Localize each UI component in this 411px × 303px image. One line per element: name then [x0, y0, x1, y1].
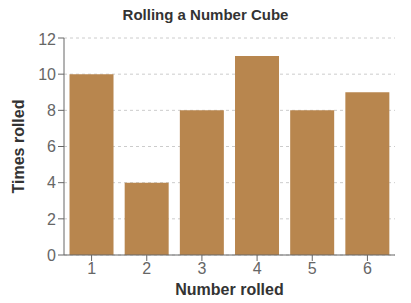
svg-text:Number rolled: Number rolled: [175, 281, 283, 298]
svg-text:2: 2: [142, 260, 151, 277]
svg-text:1: 1: [87, 260, 96, 277]
svg-text:8: 8: [47, 102, 56, 119]
svg-text:2: 2: [47, 211, 56, 228]
svg-text:6: 6: [363, 260, 372, 277]
svg-text:5: 5: [308, 260, 317, 277]
svg-text:4: 4: [253, 260, 262, 277]
html-text:Rolling a Number Cube: Rolling a Number Cube: [122, 6, 289, 23]
svg-text:12: 12: [38, 31, 56, 48]
svg-text:3: 3: [197, 260, 206, 277]
svg-text:Times rolled: Times rolled: [10, 100, 27, 194]
svg-text:0: 0: [47, 247, 56, 264]
svg-text:10: 10: [38, 66, 56, 83]
svg-text:6: 6: [47, 138, 56, 155]
svg-text:4: 4: [47, 174, 56, 191]
